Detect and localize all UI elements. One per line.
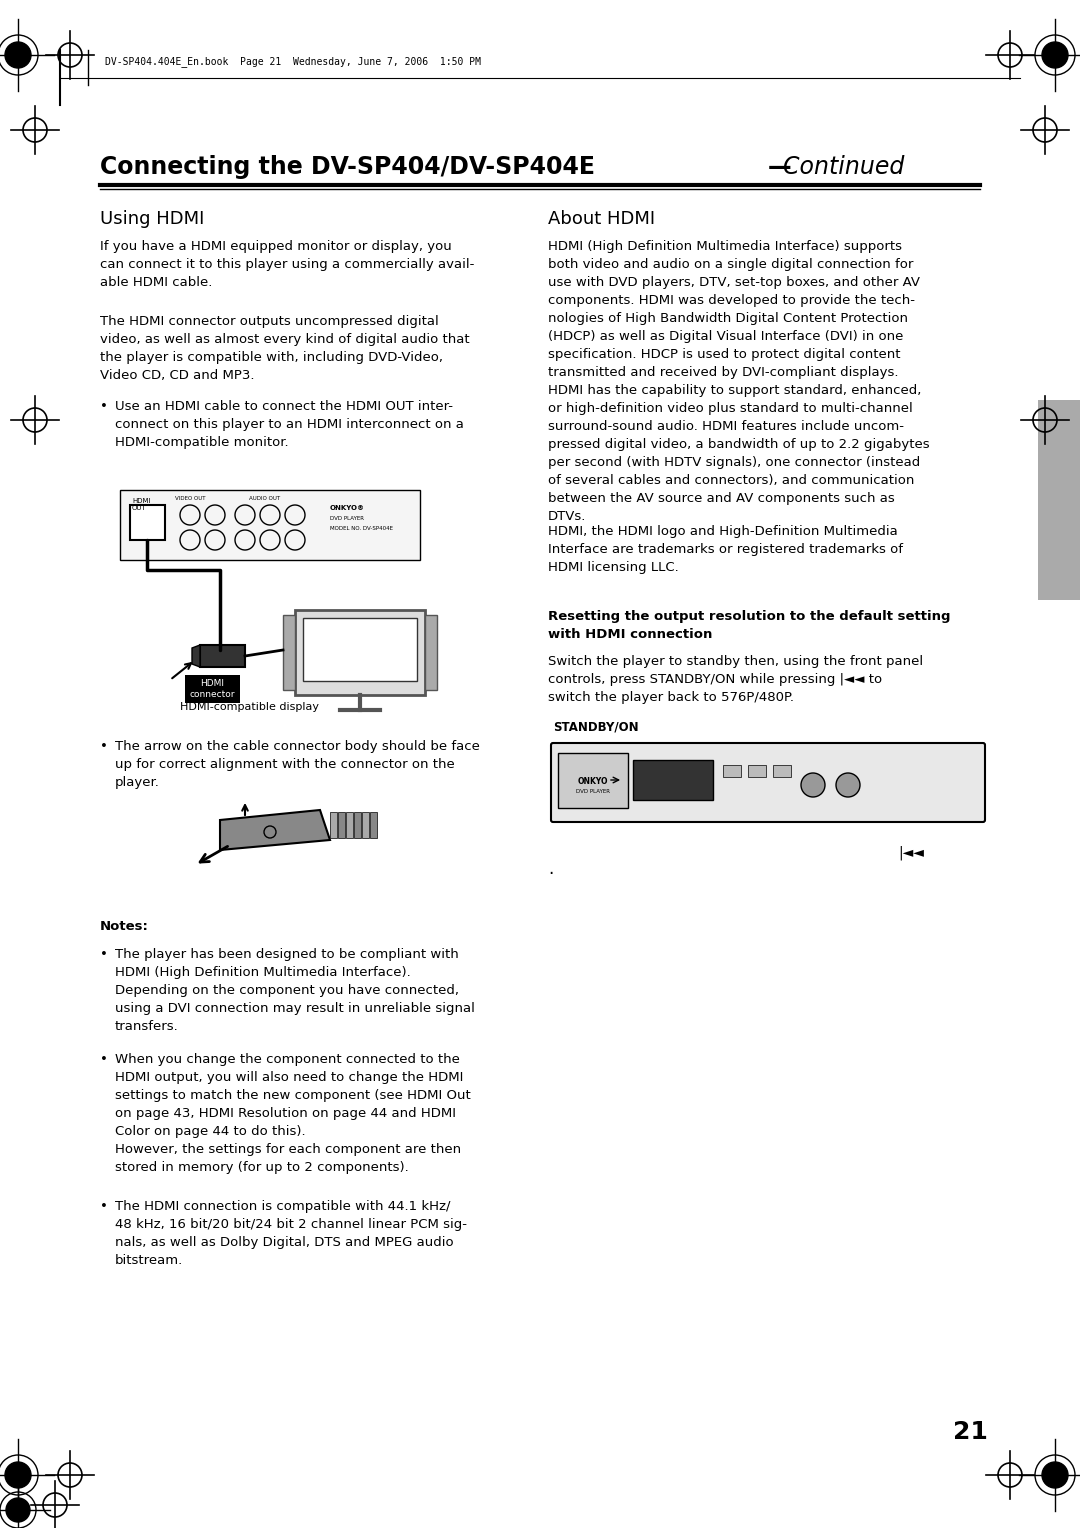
Text: Notes:: Notes: <box>100 920 149 934</box>
Bar <box>773 766 791 778</box>
Text: Resetting the output resolution to the default setting
with HDMI connection: Resetting the output resolution to the d… <box>548 610 950 642</box>
Text: ONKYO: ONKYO <box>578 776 608 785</box>
Polygon shape <box>220 810 330 850</box>
Bar <box>200 645 245 668</box>
Text: The player has been designed to be compliant with
HDMI (High Definition Multimed: The player has been designed to be compl… <box>114 947 475 1033</box>
Text: Continued: Continued <box>783 154 904 179</box>
Text: ONKYO®: ONKYO® <box>330 504 365 510</box>
Bar <box>283 614 295 691</box>
Text: HDMI (High Definition Multimedia Interface) supports
both video and audio on a s: HDMI (High Definition Multimedia Interfa… <box>548 240 930 523</box>
Circle shape <box>1042 1462 1068 1488</box>
Text: HDMI
connector: HDMI connector <box>189 678 234 698</box>
Polygon shape <box>192 645 200 668</box>
Text: If you have a HDMI equipped monitor or display, you
can connect it to this playe: If you have a HDMI equipped monitor or d… <box>100 240 474 289</box>
Text: —: — <box>768 154 792 179</box>
Bar <box>362 811 369 837</box>
Text: Connecting the DV-SP404/DV-SP404E: Connecting the DV-SP404/DV-SP404E <box>100 154 595 179</box>
Text: Using HDMI: Using HDMI <box>100 209 204 228</box>
Bar <box>295 610 426 695</box>
Circle shape <box>6 1497 30 1522</box>
Text: 21: 21 <box>953 1420 987 1444</box>
Bar <box>426 614 437 691</box>
Text: HDMI, the HDMI logo and High-Definition Multimedia
Interface are trademarks or r: HDMI, the HDMI logo and High-Definition … <box>548 526 903 575</box>
Text: The arrow on the cable connector body should be face
up for correct alignment wi: The arrow on the cable connector body sh… <box>114 740 480 788</box>
Circle shape <box>836 773 860 798</box>
Text: |◄◄: |◄◄ <box>897 845 923 859</box>
Text: About HDMI: About HDMI <box>548 209 656 228</box>
Bar <box>633 759 713 801</box>
Bar <box>130 504 165 539</box>
Text: When you change the component connected to the
HDMI output, you will also need t: When you change the component connected … <box>114 1053 471 1174</box>
Bar <box>346 811 353 837</box>
Text: •: • <box>100 947 108 961</box>
Text: HDMI
OUT: HDMI OUT <box>132 498 150 510</box>
Bar <box>723 766 741 778</box>
Text: DVD PLAYER: DVD PLAYER <box>576 788 610 793</box>
Text: Use an HDMI cable to connect the HDMI OUT inter-
connect on this player to an HD: Use an HDMI cable to connect the HDMI OU… <box>114 400 464 449</box>
Text: STANDBY/ON: STANDBY/ON <box>553 720 638 733</box>
Text: •: • <box>100 400 108 413</box>
Text: MODEL NO. DV-SP404E: MODEL NO. DV-SP404E <box>330 526 393 532</box>
Bar <box>303 617 417 681</box>
Bar <box>338 811 345 837</box>
FancyBboxPatch shape <box>551 743 985 822</box>
Bar <box>1038 400 1080 601</box>
Text: •: • <box>100 1053 108 1067</box>
Text: VIDEO OUT: VIDEO OUT <box>175 497 205 501</box>
Text: DV-SP404.404E_En.book  Page 21  Wednesday, June 7, 2006  1:50 PM: DV-SP404.404E_En.book Page 21 Wednesday,… <box>105 57 481 67</box>
Bar <box>558 753 627 808</box>
Bar <box>354 811 361 837</box>
Text: The HDMI connection is compatible with 44.1 kHz/
48 kHz, 16 bit/20 bit/24 bit 2 : The HDMI connection is compatible with 4… <box>114 1199 467 1267</box>
Text: •: • <box>100 1199 108 1213</box>
Text: HDMI-compatible display: HDMI-compatible display <box>180 701 320 712</box>
Bar <box>370 811 377 837</box>
Bar <box>185 675 240 703</box>
Text: Switch the player to standby then, using the front panel
controls, press STANDBY: Switch the player to standby then, using… <box>548 656 923 704</box>
Bar <box>330 811 337 837</box>
Bar <box>120 490 420 559</box>
Circle shape <box>5 41 31 69</box>
Text: DVD PLAYER: DVD PLAYER <box>330 516 364 521</box>
Text: .: . <box>548 860 553 879</box>
Circle shape <box>801 773 825 798</box>
Circle shape <box>5 1462 31 1488</box>
Bar <box>748 766 766 778</box>
Text: •: • <box>100 740 108 753</box>
Text: AUDIO OUT: AUDIO OUT <box>249 497 281 501</box>
Circle shape <box>1042 41 1068 69</box>
Text: The HDMI connector outputs uncompressed digital
video, as well as almost every k: The HDMI connector outputs uncompressed … <box>100 315 470 382</box>
